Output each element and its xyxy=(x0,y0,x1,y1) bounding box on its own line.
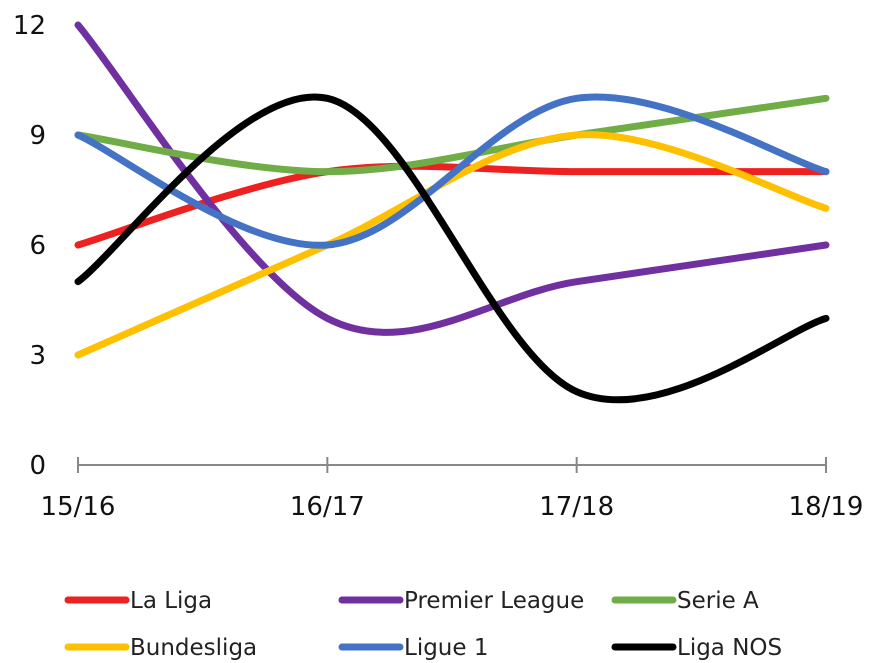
legend-label: Ligue 1 xyxy=(404,635,488,661)
series-line-la-liga xyxy=(74,162,830,249)
legend-item-ligue-1: Ligue 1 xyxy=(338,635,488,661)
y-tick-label: 3 xyxy=(29,341,46,371)
legend-item-serie-a: Serie A xyxy=(611,588,759,614)
series-layer xyxy=(74,21,830,404)
y-tick-label: 12 xyxy=(13,11,46,41)
x-tick-label: 15/16 xyxy=(41,492,116,522)
legend-label: Serie A xyxy=(677,588,759,614)
series-line-liga-nos xyxy=(74,93,830,404)
legend-item-liga-nos: Liga NOS xyxy=(611,635,782,661)
legend-label: La Liga xyxy=(130,588,212,614)
legend-item-bundesliga: Bundesliga xyxy=(64,635,257,661)
y-tick-label: 9 xyxy=(29,121,46,151)
legend: La Liga Premier League Serie A Bundesliga Li… xyxy=(64,588,782,661)
y-tick-label: 6 xyxy=(29,231,46,261)
x-tick-label: 16/17 xyxy=(290,492,365,522)
series-line-ligue-1 xyxy=(74,93,830,249)
series-line-serie-a xyxy=(74,94,830,176)
legend-label: Liga NOS xyxy=(677,635,782,661)
y-axis: 0 3 6 9 12 xyxy=(13,11,46,481)
legend-item-premier-league: Premier League xyxy=(338,588,584,614)
x-axis: 15/16 16/17 17/18 18/19 xyxy=(41,457,864,522)
legend-label: Bundesliga xyxy=(130,635,257,661)
y-tick-label: 0 xyxy=(29,451,46,481)
legend-item-la-liga: La Liga xyxy=(64,588,212,614)
x-tick-label: 17/18 xyxy=(539,492,614,522)
x-tick-label: 18/19 xyxy=(789,492,864,522)
series-line-bundesliga xyxy=(74,131,830,359)
legend-label: Premier League xyxy=(404,588,584,614)
